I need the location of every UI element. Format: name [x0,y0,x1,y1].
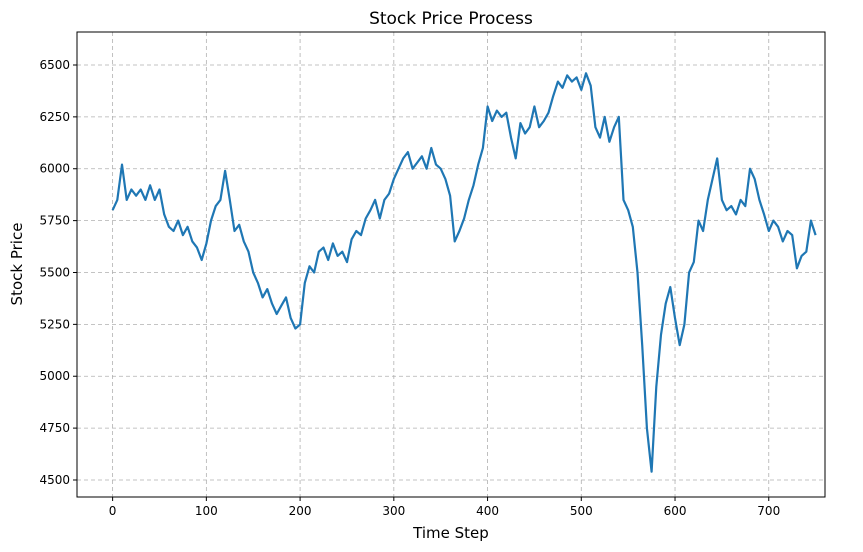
y-axis-label: Stock Price [8,223,26,306]
y-tick-label: 5250 [39,317,70,331]
x-tick-label: 300 [382,504,405,518]
x-tick-label: 0 [109,504,117,518]
y-tick-label: 5750 [39,214,70,228]
y-tick-label: 5000 [39,369,70,383]
y-tick-label: 6250 [39,110,70,124]
y-tick-label: 4750 [39,421,70,435]
price-line [111,72,817,473]
y-tick-label: 5500 [39,265,70,279]
x-tick-label: 100 [195,504,218,518]
plot-frame [76,31,826,498]
x-tick-label: 500 [570,504,593,518]
y-tick-label: 6500 [39,58,70,72]
chart-title: Stock Price Process [369,9,533,29]
x-tick-label: 700 [757,504,780,518]
x-tick-label: 600 [664,504,687,518]
y-tick-label: 6000 [39,162,70,176]
y-tick-label: 4500 [39,473,70,487]
x-tick-label: 200 [289,504,312,518]
x-axis-label: Time Step [412,524,489,542]
x-tick-label: 400 [476,504,499,518]
